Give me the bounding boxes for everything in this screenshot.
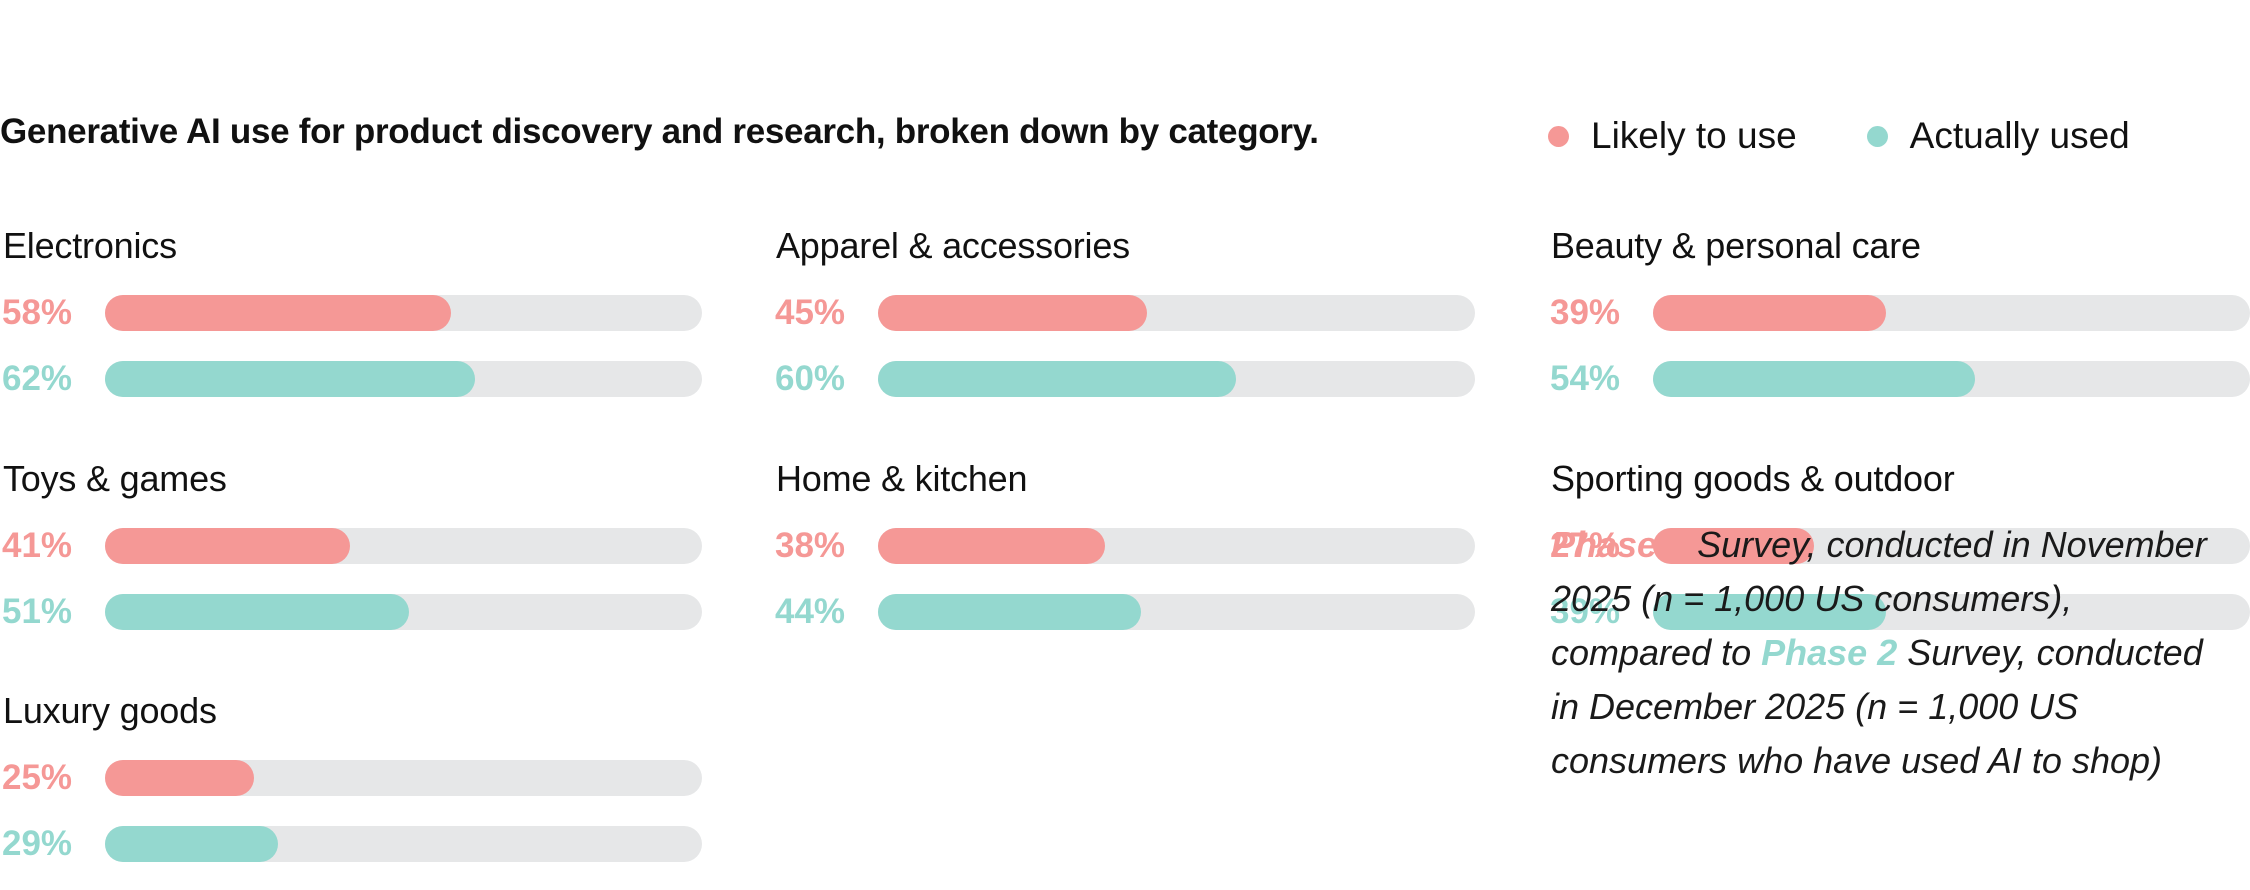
value-label-actual: 51% <box>2 592 73 631</box>
bar-track <box>878 295 1475 331</box>
bar-row-likely: 38% <box>773 526 1475 566</box>
bar-row-actual: 62% <box>0 359 702 399</box>
category-label: Sporting goods & outdoor <box>1551 458 1955 499</box>
bar-actual <box>105 826 278 862</box>
value-label-actual: 39% <box>1550 592 1621 631</box>
bar-track <box>1653 594 2250 630</box>
category-label: Home & kitchen <box>776 458 1028 499</box>
legend-label-likely: Likely to use <box>1591 115 1797 156</box>
category-panel: Beauty & personal care 39% 54% <box>1548 225 2250 425</box>
bar-track <box>1653 361 2250 397</box>
bar-track <box>105 760 702 796</box>
bar-actual <box>105 594 409 630</box>
bar-row-actual: 29% <box>0 824 702 864</box>
legend-swatch-likely <box>1548 125 1569 147</box>
note-text2: Survey, conducted in December 2025 (n = … <box>1551 632 2203 781</box>
value-label-actual: 60% <box>775 359 846 398</box>
category-panel: Apparel & accessories 45% 60% <box>773 225 1475 425</box>
note-text1: Survey, conducted in November 2025 (n = … <box>1551 524 2207 673</box>
bar-row-likely: 41% <box>0 526 702 566</box>
bar-row-likely: 58% <box>0 293 702 333</box>
category-panel: Sporting goods & outdoor 27% 39% <box>1548 458 2250 658</box>
legend-item-likely: Likely to use <box>1548 115 1797 157</box>
value-label-actual: 44% <box>775 592 846 631</box>
bar-track <box>878 594 1475 630</box>
value-label-likely: 45% <box>775 293 846 332</box>
value-label-actual: 29% <box>2 824 73 863</box>
bar-row-actual: 39% <box>1548 592 2250 632</box>
bar-track <box>878 361 1475 397</box>
value-label-likely: 39% <box>1550 293 1621 332</box>
bar-actual <box>105 361 475 397</box>
value-label-likely: 38% <box>775 526 846 565</box>
bar-likely <box>878 295 1147 331</box>
note-phase2: Phase 2 <box>1761 632 1898 673</box>
category-panel: Toys & games 41% 51% <box>0 458 702 658</box>
bar-row-likely: 45% <box>773 293 1475 333</box>
bar-likely <box>878 528 1105 564</box>
category-label: Electronics <box>3 225 177 266</box>
bar-track <box>105 594 702 630</box>
bar-track <box>1653 528 2250 564</box>
bar-track <box>105 826 702 862</box>
category-panel: Luxury goods 25% 29% <box>0 690 702 890</box>
value-label-likely: 27% <box>1550 526 1621 565</box>
bar-row-actual: 51% <box>0 592 702 632</box>
bar-track <box>878 528 1475 564</box>
category-label: Luxury goods <box>3 690 217 731</box>
bar-row-actual: 60% <box>773 359 1475 399</box>
bar-track <box>105 528 702 564</box>
value-label-likely: 58% <box>2 293 73 332</box>
category-panel: Electronics 58% 62% <box>0 225 702 425</box>
bar-likely <box>105 528 350 564</box>
bar-row-actual: 44% <box>773 592 1475 632</box>
legend-item-actual: Actually used <box>1866 115 2130 157</box>
legend-swatch-actual <box>1866 125 1888 147</box>
value-label-likely: 41% <box>2 526 73 565</box>
category-label: Beauty & personal care <box>1551 225 1921 266</box>
bar-row-actual: 54% <box>1548 359 2250 399</box>
category-panel: Home & kitchen 38% 44% <box>773 458 1475 658</box>
legend-label-actual: Actually used <box>1909 115 2130 156</box>
note-phase1: Phase 1 <box>1551 524 1688 565</box>
chart-title: Generative AI use for product discovery … <box>0 112 1319 151</box>
category-label: Toys & games <box>3 458 227 499</box>
bar-likely <box>105 295 451 331</box>
legend: Likely to use Actually used <box>1548 115 2130 157</box>
bar-row-likely: 25% <box>0 758 702 798</box>
category-label: Apparel & accessories <box>776 225 1130 266</box>
bar-likely <box>1653 528 1814 564</box>
value-label-actual: 54% <box>1550 359 1621 398</box>
bar-row-likely: 39% <box>1548 293 2250 333</box>
bar-actual <box>878 594 1141 630</box>
bar-actual <box>1653 361 1975 397</box>
value-label-actual: 62% <box>2 359 73 398</box>
bar-track <box>1653 295 2250 331</box>
value-label-likely: 25% <box>2 758 73 797</box>
bar-track <box>105 295 702 331</box>
bar-track <box>105 361 702 397</box>
bar-actual <box>878 361 1236 397</box>
bar-likely <box>105 760 254 796</box>
survey-note: Phase 1 Survey, conducted in November 20… <box>1551 518 2211 788</box>
bar-row-likely: 27% <box>1548 526 2250 566</box>
bar-likely <box>1653 295 1886 331</box>
bar-actual <box>1653 594 1886 630</box>
